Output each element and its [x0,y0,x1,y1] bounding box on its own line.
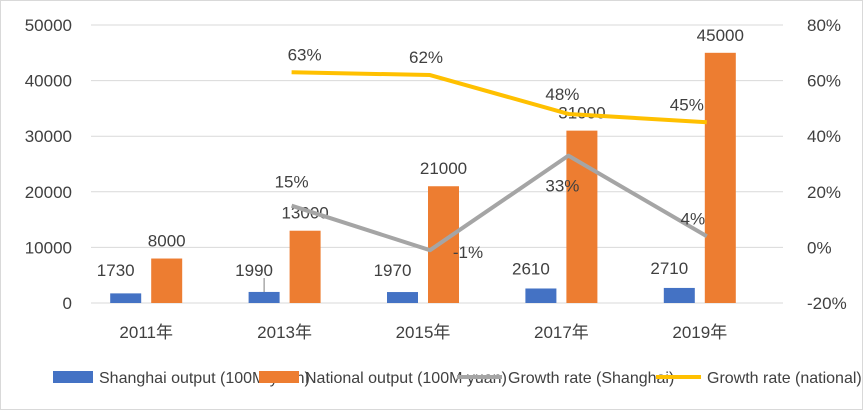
bar [151,258,183,303]
y-left-tick-label: 20000 [25,183,72,202]
y-right-tick-label: 60% [807,72,841,91]
legend-label: National output (100M yuan) [305,370,507,387]
y-left-tick-label: 30000 [25,127,72,146]
bar-data-label: 13000 [281,204,328,223]
bar-data-label: 45000 [697,26,744,45]
y-left-tick-label: 10000 [25,238,72,257]
legend-label: Shanghai output (100M yuan) [99,370,310,387]
bar [525,288,557,303]
legend-swatch [259,371,299,383]
series-line [291,70,707,125]
y-left-tick-label: 50000 [25,16,72,35]
bar [663,287,695,303]
y-left-tick-label: 0 [63,294,72,313]
bar-data-label: 1970 [374,261,412,280]
y-right-tick-label: 40% [807,127,841,146]
bar [110,293,142,303]
x-tick-label: 2015年 [396,323,451,342]
bar-data-label: 1990 [235,261,273,280]
legend-label: Growth rate (Shanghai) [508,370,674,387]
series-line [290,153,708,253]
line-data-label: 63% [288,45,322,64]
legend-label: Growth rate (national) [707,370,862,387]
y-left-tick-label: 40000 [25,72,72,91]
bar-data-label: 1730 [97,261,135,280]
legend-swatch [53,371,93,383]
y-right-tick-label: 80% [807,16,841,35]
line-data-label: 4% [681,209,706,228]
line-data-label: -1% [453,243,483,262]
x-tick-label: 2019年 [672,323,727,342]
bar-data-label: 21000 [420,159,467,178]
line-data-label: 62% [409,48,443,67]
line-data-label: 48% [545,85,579,104]
bar [248,291,280,303]
bar [704,52,736,303]
line-data-label: 45% [670,95,704,114]
bar [289,230,321,303]
x-tick-label: 2017年 [534,323,589,342]
x-tick-label: 2013年 [257,323,312,342]
x-tick-label: 2011年 [119,323,173,342]
bar [387,292,418,303]
y-right-tick-label: -20% [807,294,847,313]
bar-data-label: 2610 [512,259,550,278]
bar-data-label: 2710 [650,259,688,278]
y-right-tick-label: 20% [807,183,841,202]
line-data-label: 33% [545,177,579,196]
line-data-label: 15% [275,173,309,192]
y-right-tick-label: 0% [807,238,832,257]
bar [428,186,459,303]
bar-data-label: 8000 [148,232,186,251]
